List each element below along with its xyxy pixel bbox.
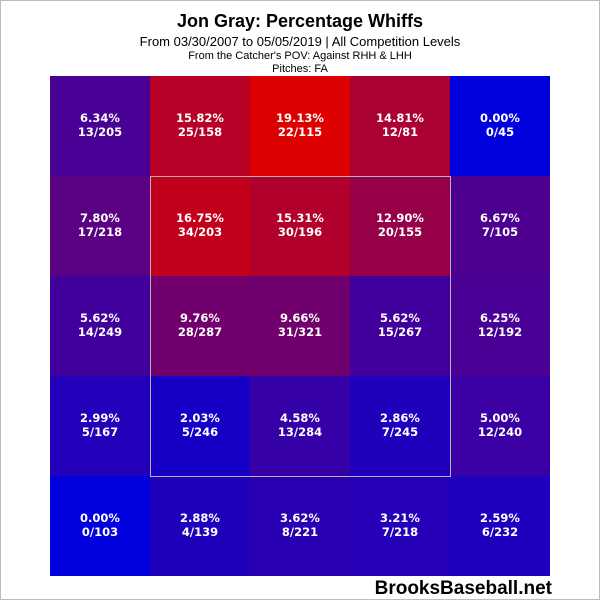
strike-zone-outline <box>150 176 451 477</box>
heat-cell-r3-c3 <box>350 376 450 476</box>
heat-cell-r2-c2 <box>250 276 350 376</box>
heat-cell-r1-c3 <box>350 176 450 276</box>
cell-ratio-label: 12/240 <box>478 425 522 439</box>
heat-cell-r4-c0 <box>50 476 150 576</box>
cell-percent-label: 6.34% <box>80 111 120 125</box>
cell-ratio-label: 5/246 <box>182 425 218 439</box>
cell-ratio-label: 0/103 <box>82 525 118 539</box>
cell-percent-label: 12.90% <box>376 211 424 225</box>
cell-ratio-label: 4/139 <box>182 525 218 539</box>
heat-cell-r4-c4 <box>450 476 550 576</box>
heat-cell-r2-c4 <box>450 276 550 376</box>
heat-cell-r4-c3 <box>350 476 450 576</box>
heat-cell-r2-c0 <box>50 276 150 376</box>
heat-cell-r2-c3 <box>350 276 450 376</box>
cell-percent-label: 9.76% <box>180 311 220 325</box>
cell-percent-label: 5.62% <box>380 311 420 325</box>
heat-cell-r0-c1 <box>150 76 250 176</box>
heat-cell-r3-c4 <box>450 376 550 476</box>
cell-ratio-label: 12/81 <box>382 125 418 139</box>
cell-ratio-label: 13/284 <box>278 425 322 439</box>
cell-ratio-label: 12/192 <box>478 325 522 339</box>
heat-cell-r4-c1 <box>150 476 250 576</box>
heat-cell-r1-c0 <box>50 176 150 276</box>
cell-percent-label: 5.62% <box>80 311 120 325</box>
heat-cell-r0-c2 <box>250 76 350 176</box>
cell-percent-label: 9.66% <box>280 311 320 325</box>
cell-percent-label: 2.99% <box>80 411 120 425</box>
cell-ratio-label: 25/158 <box>178 125 222 139</box>
cell-percent-label: 15.82% <box>176 111 224 125</box>
cell-ratio-label: 14/249 <box>78 325 122 339</box>
cell-percent-label: 2.88% <box>180 511 220 525</box>
cell-ratio-label: 30/196 <box>278 225 322 239</box>
cell-ratio-label: 34/203 <box>178 225 222 239</box>
cell-ratio-label: 8/221 <box>282 525 318 539</box>
pitches-note: Pitches: FA <box>272 63 328 75</box>
heat-cell-r4-c2 <box>250 476 350 576</box>
cell-percent-label: 0.00% <box>480 111 520 125</box>
cell-percent-label: 5.00% <box>480 411 520 425</box>
chart-title: Jon Gray: Percentage Whiffs <box>176 11 424 31</box>
heat-cell-r3-c0 <box>50 376 150 476</box>
cell-percent-label: 15.31% <box>276 211 324 225</box>
cell-percent-label: 6.25% <box>480 311 520 325</box>
heat-cell-r1-c1 <box>150 176 250 276</box>
cell-ratio-label: 7/245 <box>382 425 418 439</box>
chart-subtitle: From 03/30/2007 to 05/05/2019 | All Comp… <box>139 34 461 49</box>
heat-cell-r0-c0 <box>50 76 150 176</box>
cell-percent-label: 2.03% <box>180 411 220 425</box>
heat-cell-r3-c1 <box>150 376 250 476</box>
cell-percent-label: 4.58% <box>280 411 320 425</box>
cell-ratio-label: 7/105 <box>482 225 518 239</box>
cell-percent-label: 14.81% <box>376 111 424 125</box>
cell-ratio-label: 7/218 <box>382 525 418 539</box>
cell-percent-label: 19.13% <box>276 111 324 125</box>
cell-ratio-label: 15/267 <box>378 325 422 339</box>
cell-ratio-label: 22/115 <box>278 125 322 139</box>
heat-cell-r3-c2 <box>250 376 350 476</box>
cell-ratio-label: 13/205 <box>78 125 122 139</box>
cell-percent-label: 3.62% <box>280 511 320 525</box>
cell-percent-label: 16.75% <box>176 211 224 225</box>
pov-note: From the Catcher's POV: Against RHH & LH… <box>188 50 412 62</box>
cell-percent-label: 3.21% <box>380 511 420 525</box>
cell-ratio-label: 28/287 <box>178 325 222 339</box>
cell-percent-label: 2.59% <box>480 511 520 525</box>
cell-ratio-label: 6/232 <box>482 525 518 539</box>
watermark: BrooksBaseball.net <box>374 578 552 599</box>
heat-cell-r1-c2 <box>250 176 350 276</box>
cell-percent-label: 7.80% <box>80 211 120 225</box>
cell-ratio-label: 0/45 <box>486 125 514 139</box>
heat-cell-r1-c4 <box>450 176 550 276</box>
cell-ratio-label: 17/218 <box>78 225 122 239</box>
heat-cell-r0-c3 <box>350 76 450 176</box>
cell-percent-label: 2.86% <box>380 411 420 425</box>
cell-percent-label: 0.00% <box>80 511 120 525</box>
cell-ratio-label: 20/155 <box>378 225 422 239</box>
heat-cell-r2-c1 <box>150 276 250 376</box>
heat-cell-r0-c4 <box>450 76 550 176</box>
cell-percent-label: 6.67% <box>480 211 520 225</box>
cell-ratio-label: 5/167 <box>82 425 118 439</box>
cell-ratio-label: 31/321 <box>278 325 322 339</box>
